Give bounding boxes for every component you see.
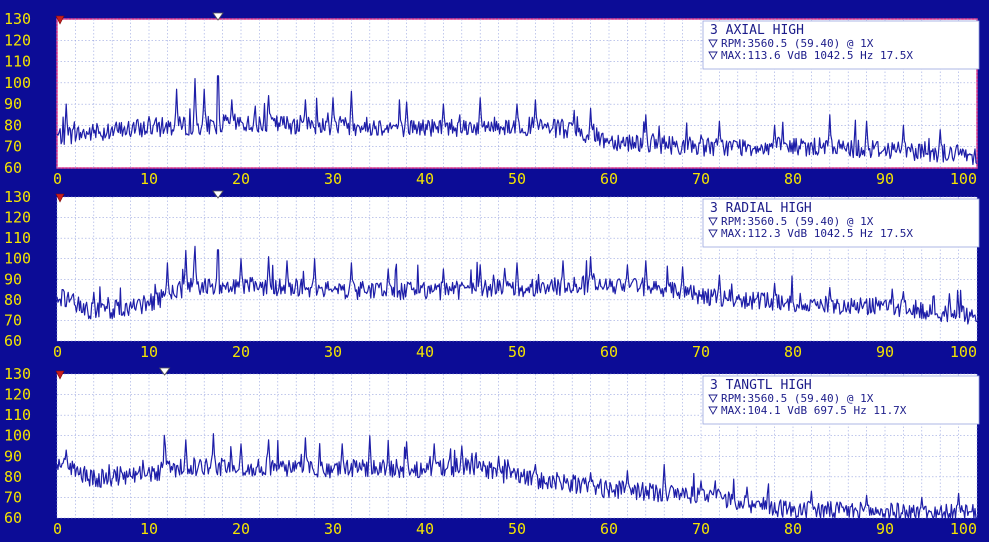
- x-tick-label: 0: [53, 170, 62, 188]
- peak-marker-icon[interactable]: [212, 12, 224, 21]
- x-tick-label: 70: [692, 343, 710, 361]
- y-tick-label: 100: [4, 74, 31, 92]
- y-tick-label: 120: [4, 386, 31, 404]
- x-tick-label: 10: [140, 170, 158, 188]
- max-readout: MAX:112.3 VdB 1042.5 Hz 17.5X: [721, 227, 913, 240]
- x-tick-label: 50: [508, 520, 526, 538]
- panel-title: 3 TANGTL HIGH: [710, 378, 812, 393]
- x-tick-label: 70: [692, 520, 710, 538]
- x-tick-label: 100: [950, 170, 977, 188]
- y-tick-label: 130: [4, 188, 31, 206]
- triangle-icon: [708, 229, 718, 238]
- x-tick-label: 20: [232, 170, 250, 188]
- x-tick-label: 90: [876, 170, 894, 188]
- x-tick-label: 80: [784, 343, 802, 361]
- panel-title: 3 AXIAL HIGH: [710, 23, 804, 38]
- x-tick-label: 50: [508, 343, 526, 361]
- x-tick-label: 0: [53, 343, 62, 361]
- y-tick-label: 90: [4, 270, 22, 288]
- y-tick-label: 70: [4, 488, 22, 506]
- x-tick-label: 10: [140, 520, 158, 538]
- y-tick-label: 100: [4, 250, 31, 268]
- peak-marker-icon[interactable]: [158, 367, 171, 376]
- x-tick-label: 60: [600, 520, 618, 538]
- rpm-readout: RPM:3560.5 (59.40) @ 1X: [721, 392, 874, 405]
- x-tick-label: 80: [784, 170, 802, 188]
- y-tick-label: 60: [4, 159, 22, 177]
- y-tick-label: 130: [4, 365, 31, 383]
- triangle-icon: [708, 217, 718, 226]
- spectrum-panel-3[interactable]: 60 70 80 90 100 110 120 130 0 10 20 30 40 50 60 70 80 90 1…: [4, 365, 980, 538]
- max-readout: MAX:113.6 VdB 1042.5 Hz 17.5X: [721, 49, 913, 62]
- rpm-readout: RPM:3560.5 (59.40) @ 1X: [721, 215, 874, 228]
- panel-title: 3 RADIAL HIGH: [710, 201, 812, 216]
- x-tick-label: 60: [600, 343, 618, 361]
- x-tick-label: 30: [324, 520, 342, 538]
- y-tick-label: 70: [4, 311, 22, 329]
- y-tick-label: 100: [4, 427, 31, 445]
- y-tick-label: 90: [4, 447, 22, 465]
- y-tick-label: 80: [4, 468, 22, 486]
- spectrum-trace[interactable]: [56, 245, 978, 325]
- x-tick-label: 90: [876, 343, 894, 361]
- y-tick-label: 60: [4, 332, 22, 350]
- y-tick-label: 60: [4, 509, 22, 527]
- x-tick-label: 30: [324, 343, 342, 361]
- x-tick-label: 20: [232, 343, 250, 361]
- y-tick-label: 80: [4, 291, 22, 309]
- triangle-icon: [708, 51, 718, 60]
- x-tick-label: 50: [508, 170, 526, 188]
- max-readout: MAX:104.1 VdB 697.5 Hz 11.7X: [721, 404, 907, 417]
- y-tick-label: 90: [4, 95, 22, 113]
- cursor-marker-icon[interactable]: [55, 15, 65, 25]
- spectrum-panel-1[interactable]: 60 70 80 90 100 110 120 130 0 10 20 30 40 50 60 70 80 90 1…: [4, 10, 980, 188]
- spectrum-panel-2[interactable]: 60 70 80 90 100 110 120 130 0 10 20 30 40 50 60 70 80 90 1…: [4, 188, 980, 361]
- x-tick-label: 40: [416, 170, 434, 188]
- x-tick-label: 60: [600, 170, 618, 188]
- triangle-icon: [708, 39, 718, 48]
- y-tick-label: 110: [4, 53, 31, 71]
- y-tick-label: 110: [4, 229, 31, 247]
- spectrum-trace[interactable]: [56, 433, 977, 519]
- x-tick-label: 100: [950, 343, 977, 361]
- x-tick-label: 10: [140, 343, 158, 361]
- rpm-readout: RPM:3560.5 (59.40) @ 1X: [721, 37, 874, 50]
- x-tick-label: 80: [784, 520, 802, 538]
- y-tick-label: 80: [4, 116, 22, 134]
- x-tick-label: 100: [950, 520, 977, 538]
- spectrum-trace[interactable]: [56, 75, 978, 166]
- cursor-marker-icon[interactable]: [55, 370, 65, 380]
- y-tick-label: 130: [4, 10, 31, 28]
- peak-marker-icon[interactable]: [212, 190, 224, 199]
- x-tick-label: 40: [416, 343, 434, 361]
- x-tick-label: 20: [232, 520, 250, 538]
- info-box: [702, 375, 980, 425]
- y-tick-label: 70: [4, 138, 22, 156]
- y-tick-label: 110: [4, 406, 31, 424]
- x-tick-label: 30: [324, 170, 342, 188]
- y-tick-label: 120: [4, 209, 31, 227]
- info-box: [702, 198, 980, 248]
- cursor-marker-icon[interactable]: [55, 193, 65, 203]
- info-box: [702, 20, 980, 70]
- triangle-icon: [708, 394, 718, 403]
- x-tick-label: 0: [53, 520, 62, 538]
- triangle-icon: [708, 406, 718, 415]
- x-tick-label: 90: [876, 520, 894, 538]
- x-tick-label: 40: [416, 520, 434, 538]
- x-tick-label: 70: [692, 170, 710, 188]
- y-tick-label: 120: [4, 31, 31, 49]
